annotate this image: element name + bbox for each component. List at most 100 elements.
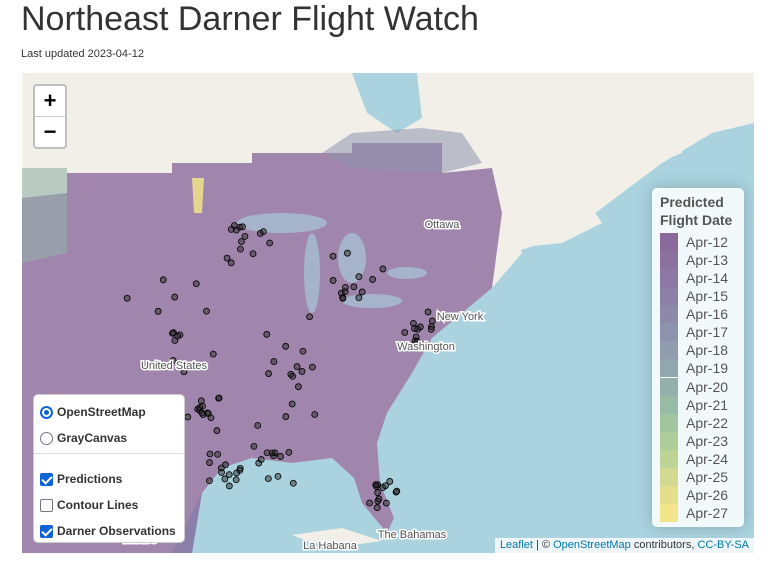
legend-item: Apr-21 [660, 395, 729, 414]
observation-dot [337, 289, 345, 297]
osm-link[interactable]: OpenStreetMap [553, 539, 631, 551]
observation-dot [263, 330, 271, 338]
legend-label: Apr-21 [686, 396, 729, 413]
observation-dot [374, 489, 381, 496]
map-label: United States [141, 360, 208, 372]
observation-dot [401, 329, 409, 336]
overlay-option[interactable]: Predictions [40, 471, 122, 487]
legend-label: Apr-26 [686, 486, 729, 503]
observation-dot [373, 504, 381, 511]
legend-swatch [660, 377, 678, 396]
legend-label: Apr-13 [686, 252, 729, 269]
observation-dot [227, 225, 235, 233]
legend-label: Apr-14 [686, 270, 729, 287]
legend-swatch [660, 431, 678, 450]
base-layer-option[interactable]: GrayCanvas [40, 430, 127, 446]
observation-dot [379, 265, 387, 273]
observation-dot [196, 404, 204, 411]
observation-dot [282, 342, 290, 350]
observation-dot [256, 230, 264, 237]
observation-dot [239, 223, 246, 231]
base-layer-label: GrayCanvas [57, 431, 128, 445]
leaflet-link[interactable]: Leaflet [499, 539, 533, 551]
observation-dot [428, 317, 436, 325]
observation-dot [411, 325, 418, 332]
checkbox[interactable] [40, 473, 53, 486]
legend-swatch [660, 251, 678, 270]
lake-ontario [387, 267, 427, 279]
legend-item: Apr-12 [660, 233, 728, 251]
observation-dot [424, 308, 432, 316]
observation-dot [382, 482, 389, 490]
radio-button[interactable] [40, 432, 53, 445]
legend-item: Apr-17 [660, 323, 729, 342]
observation-dot [241, 232, 249, 240]
zoom-out[interactable]: − [35, 116, 65, 147]
observation-dot [217, 464, 225, 472]
attribution-separator: | © [536, 539, 551, 551]
observation-dot [249, 250, 257, 258]
checkbox[interactable] [40, 499, 53, 512]
base-layer-option[interactable]: OpenStreetMap [40, 404, 146, 420]
observation-dot [223, 254, 231, 262]
legend-swatch [660, 359, 678, 378]
observation-dot [198, 409, 206, 417]
layer-control: OpenStreetMap GrayCanvas Predictions Contou… [33, 394, 185, 543]
observation-dot [274, 472, 282, 480]
legend-swatch [660, 485, 678, 504]
observation-dot [366, 499, 374, 507]
lake-erie [342, 294, 402, 308]
legend-label: Apr-27 [686, 505, 729, 522]
overlay-option[interactable]: Darner Observations [40, 523, 176, 539]
observation-dot [204, 410, 212, 417]
observation-dot [255, 459, 263, 467]
observation-dot [238, 238, 245, 245]
land-nova-scotia [492, 193, 602, 248]
overlay-option[interactable]: Contour Lines [40, 497, 138, 513]
legend-item: Apr-14 [660, 269, 729, 288]
lake-superior [237, 213, 327, 233]
overlay-label: Darner Observations [57, 524, 176, 538]
observation-dot [206, 450, 214, 458]
last-updated: Last updated 2023-04-12 [21, 48, 144, 60]
lake-huron [338, 233, 366, 283]
observation-dot [293, 363, 301, 370]
observation-dot [416, 323, 424, 331]
legend-item: Apr-20 [660, 377, 728, 396]
observation-dot [154, 307, 162, 315]
observation-dot [355, 294, 363, 302]
legend-item: Apr-15 [660, 287, 728, 306]
prediction-overlay-yellow [192, 178, 204, 213]
observation-dot [298, 368, 306, 375]
observation-dot [206, 459, 213, 466]
legend-label: Apr-23 [686, 432, 729, 449]
legend-label: Apr-17 [686, 324, 729, 341]
legend-item: Apr-25 [660, 467, 728, 486]
checkbox[interactable] [40, 525, 53, 538]
observation-dot [221, 475, 229, 483]
observation-dot [375, 495, 383, 503]
legend-label: Apr-24 [686, 450, 729, 467]
radio-button[interactable] [40, 406, 53, 419]
legend-item: Apr-24 [660, 449, 729, 468]
legend: Predicted Flight Date Apr-12 Apr-13 Apr-14… [652, 188, 744, 527]
observation-dot [225, 482, 233, 490]
observation-dot [206, 477, 213, 485]
observation-dot [358, 288, 366, 296]
observation-dot [250, 442, 258, 450]
legend-item: Apr-26 [660, 485, 729, 504]
observation-dot [342, 283, 349, 291]
lake-michigan [304, 233, 320, 313]
observation-dot [264, 475, 272, 482]
observation-dot [215, 394, 223, 402]
observation-dot [369, 276, 376, 283]
observation-dot [214, 450, 222, 458]
attribution-text: contributors, [633, 539, 695, 551]
observation-dot [309, 363, 316, 371]
legend-swatch [660, 305, 678, 324]
observation-dot [311, 411, 319, 418]
zoom-in[interactable]: + [43, 88, 57, 113]
license-link[interactable]: CC-BY-SA [697, 539, 749, 551]
legend-item: Apr-18 [660, 341, 728, 360]
attribution: Leaflet | © OpenStreetMap contributors, … [494, 538, 754, 553]
